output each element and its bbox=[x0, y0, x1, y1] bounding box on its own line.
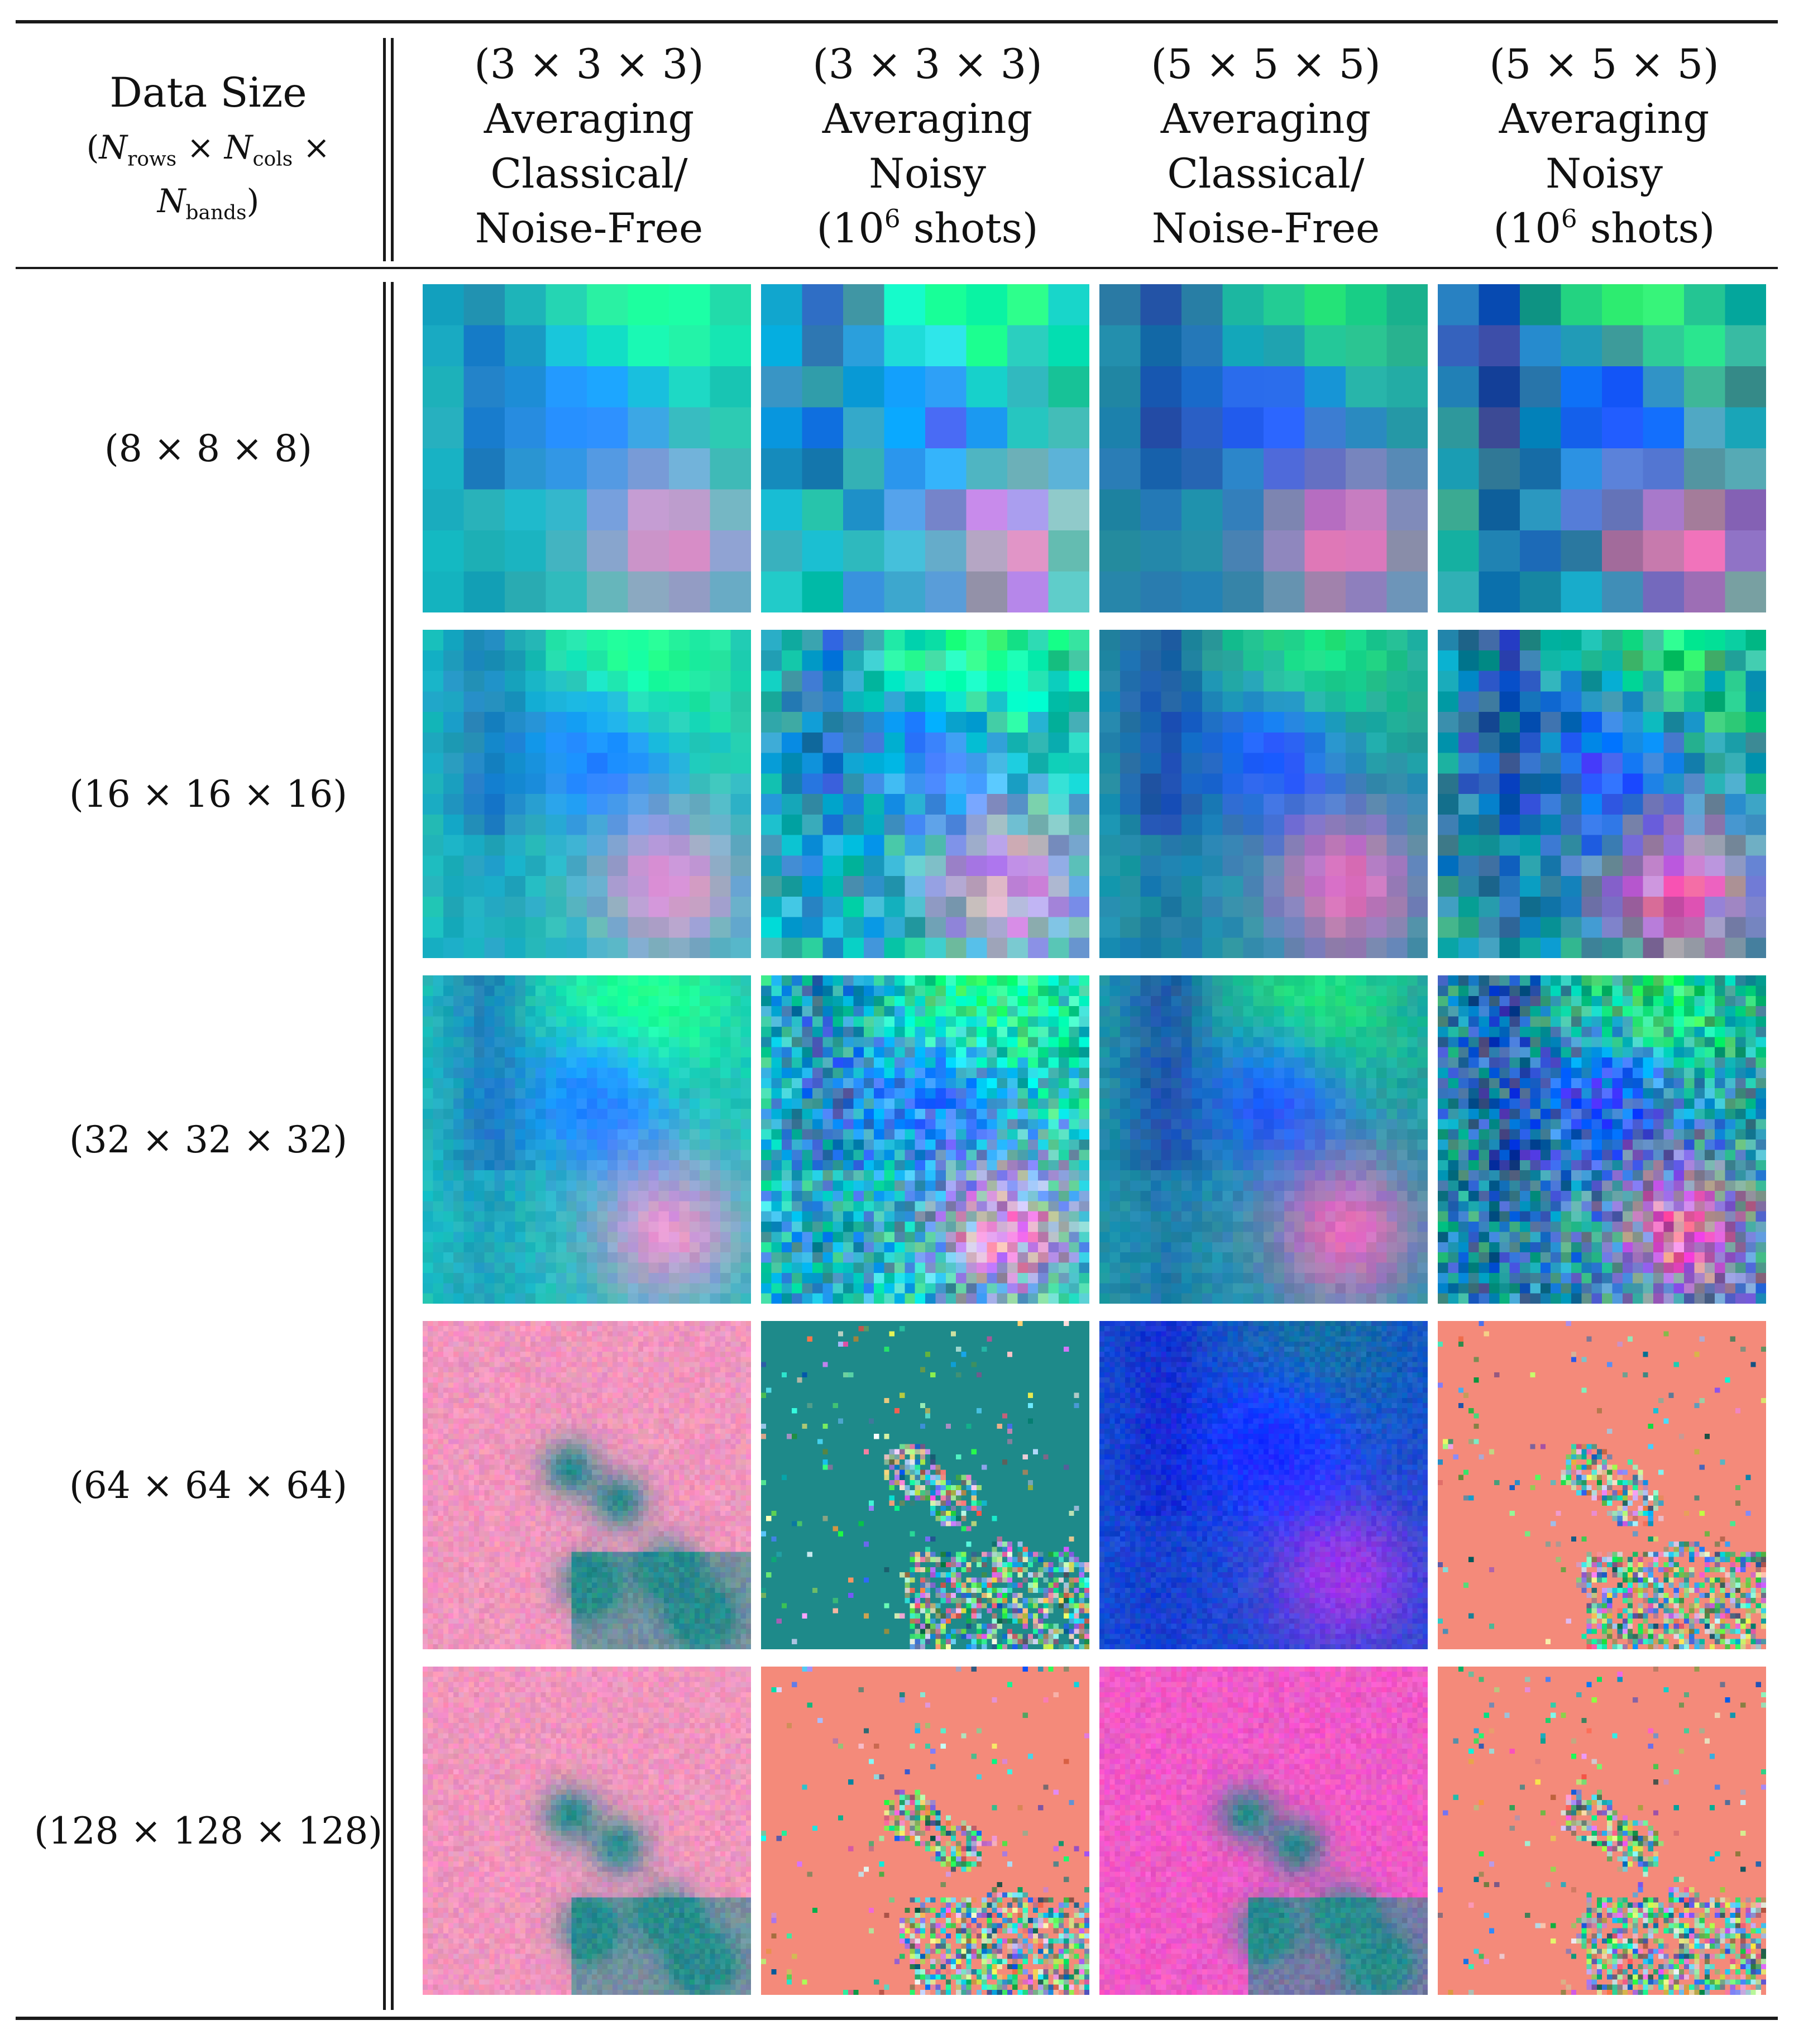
column-method: Averaging bbox=[484, 92, 694, 147]
pixel-mosaic bbox=[761, 975, 1089, 1304]
data-size-title: Data Size bbox=[109, 66, 307, 121]
column-kernel: (5 × 5 × 5) bbox=[1151, 37, 1380, 92]
pixel-mosaic bbox=[1099, 630, 1428, 958]
data-size-header: Data Size (Nrows × Ncols × Nbands) bbox=[16, 33, 401, 260]
result-image-8-5x5-classical bbox=[1099, 284, 1428, 612]
pixel-mosaic bbox=[423, 630, 751, 958]
result-image-8-3x3-classical bbox=[423, 284, 751, 612]
pixel-mosaic bbox=[423, 975, 751, 1304]
table-header-rule bbox=[16, 267, 1778, 269]
pixel-mosaic bbox=[423, 1321, 751, 1649]
pixel-mosaic bbox=[761, 284, 1089, 612]
column-variant-detail: Noise-Free bbox=[1152, 202, 1380, 256]
data-size-formula-line2: Nbands) bbox=[157, 174, 259, 228]
pixel-mosaic bbox=[761, 630, 1089, 958]
body-double-rule-right bbox=[391, 282, 394, 2010]
column-method: Averaging bbox=[1161, 92, 1371, 147]
pixel-mosaic bbox=[1438, 630, 1766, 958]
row-label-16: (16 × 16 × 16) bbox=[16, 629, 401, 959]
header-double-rule-right bbox=[391, 38, 394, 261]
result-image-128-5x5-classical bbox=[1099, 1667, 1428, 1995]
result-image-16-5x5-noisy bbox=[1438, 630, 1766, 958]
result-image-64-3x3-noisy bbox=[761, 1321, 1089, 1649]
pixel-mosaic bbox=[423, 1667, 751, 1995]
column-kernel: (5 × 5 × 5) bbox=[1489, 37, 1719, 92]
column-header-5x5-classical: (5 × 5 × 5) Averaging Classical/ Noise-F… bbox=[1097, 33, 1435, 260]
result-image-16-5x5-classical bbox=[1099, 630, 1428, 958]
column-kernel: (3 × 3 × 3) bbox=[812, 37, 1042, 92]
column-method: Averaging bbox=[822, 92, 1032, 147]
column-header-5x5-noisy: (5 × 5 × 5) Averaging Noisy (106 shots) bbox=[1435, 33, 1773, 260]
result-image-64-5x5-classical bbox=[1099, 1321, 1428, 1649]
header-double-rule-left bbox=[383, 38, 386, 261]
result-image-8-5x5-noisy bbox=[1438, 284, 1766, 612]
pixel-mosaic bbox=[761, 1321, 1089, 1649]
row-label-128: (128 × 128 × 128) bbox=[16, 1666, 401, 1995]
result-image-64-3x3-classical bbox=[423, 1321, 751, 1649]
result-image-32-3x3-classical bbox=[423, 975, 751, 1304]
column-variant: Classical/ bbox=[490, 147, 687, 202]
result-image-64-5x5-noisy bbox=[1438, 1321, 1766, 1649]
column-header-3x3-noisy: (3 × 3 × 3) Averaging Noisy (106 shots) bbox=[758, 33, 1097, 260]
column-shots: (106 shots) bbox=[1493, 202, 1715, 256]
data-size-formula-line1: (Nrows × Ncols × bbox=[87, 121, 330, 174]
pixel-mosaic bbox=[761, 1667, 1089, 1995]
pixel-mosaic bbox=[423, 284, 751, 612]
result-image-16-3x3-classical bbox=[423, 630, 751, 958]
pixel-mosaic bbox=[1099, 1667, 1428, 1995]
column-variant-detail: Noise-Free bbox=[475, 202, 703, 256]
result-image-128-5x5-noisy bbox=[1438, 1667, 1766, 1995]
table-bottom-rule bbox=[16, 2017, 1778, 2020]
result-image-32-3x3-noisy bbox=[761, 975, 1089, 1304]
column-kernel: (3 × 3 × 3) bbox=[474, 37, 704, 92]
body-double-rule-left bbox=[383, 282, 386, 2010]
column-variant: Classical/ bbox=[1167, 147, 1364, 202]
result-image-32-5x5-classical bbox=[1099, 975, 1428, 1304]
column-variant: Noisy bbox=[869, 147, 986, 202]
result-image-128-3x3-classical bbox=[423, 1667, 751, 1995]
pixel-mosaic bbox=[1438, 975, 1766, 1304]
pixel-mosaic bbox=[1099, 1321, 1428, 1649]
result-image-16-3x3-noisy bbox=[761, 630, 1089, 958]
result-image-32-5x5-noisy bbox=[1438, 975, 1766, 1304]
column-shots: (106 shots) bbox=[816, 202, 1038, 256]
pixel-mosaic bbox=[1438, 284, 1766, 612]
pixel-mosaic bbox=[1099, 284, 1428, 612]
column-method: Averaging bbox=[1499, 92, 1709, 147]
result-image-128-3x3-noisy bbox=[761, 1667, 1089, 1995]
column-header-3x3-classical: (3 × 3 × 3) Averaging Classical/ Noise-F… bbox=[420, 33, 758, 260]
result-image-8-3x3-noisy bbox=[761, 284, 1089, 612]
row-label-64: (64 × 64 × 64) bbox=[16, 1320, 401, 1650]
row-label-32: (32 × 32 × 32) bbox=[16, 975, 401, 1304]
pixel-mosaic bbox=[1438, 1667, 1766, 1995]
pixel-mosaic bbox=[1438, 1321, 1766, 1649]
table-top-rule bbox=[16, 20, 1778, 23]
pixel-mosaic bbox=[1099, 975, 1428, 1304]
row-label-8: (8 × 8 × 8) bbox=[16, 284, 401, 613]
column-variant: Noisy bbox=[1546, 147, 1663, 202]
